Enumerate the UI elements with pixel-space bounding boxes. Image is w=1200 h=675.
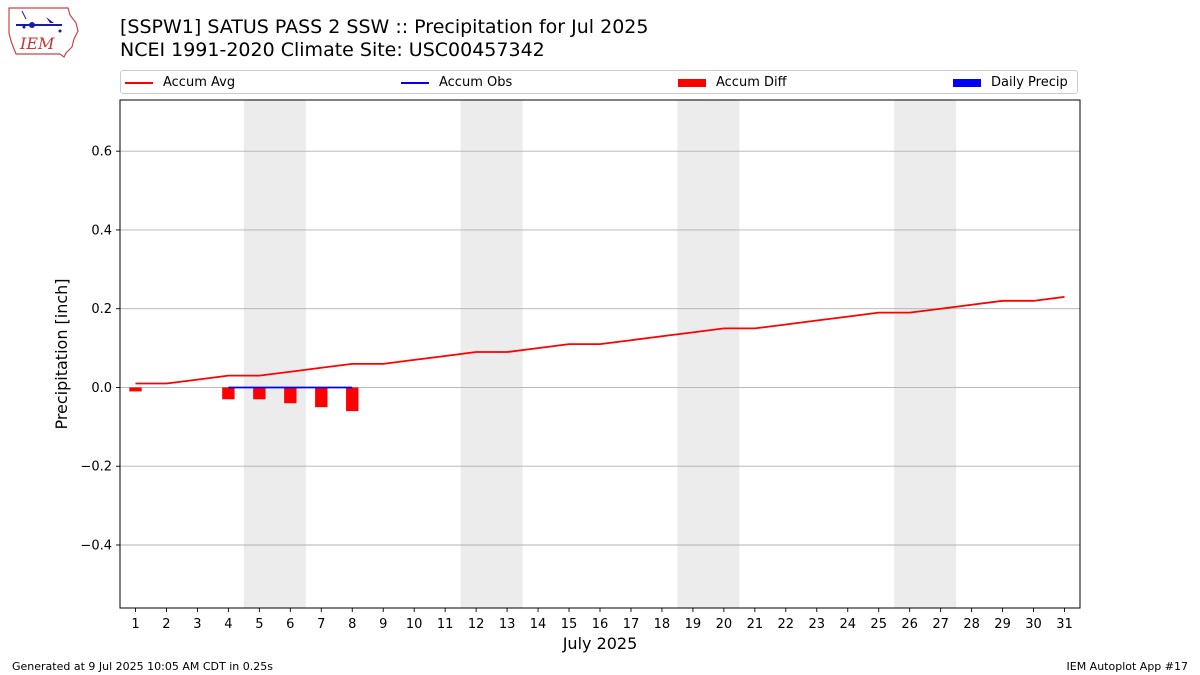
svg-text:IEM: IEM [19,34,55,53]
x-tick-label: 7 [317,617,325,632]
legend-label-accum-avg: Accum Avg [163,75,236,90]
x-tick-label: 31 [1056,617,1073,632]
legend-label-daily-precip: Daily Precip [991,75,1068,90]
x-tick-label: 29 [994,617,1011,632]
x-tick-label: 19 [685,617,702,632]
x-tick-label: 18 [654,617,671,632]
weekend-band-0 [243,100,306,608]
weekend-band-3 [894,100,957,608]
x-axis-label: July 2025 [562,634,638,653]
weekend-band-2 [677,100,740,608]
x-tick-label: 11 [437,617,454,632]
x-tick-label: 20 [716,617,733,632]
accum-diff-bar [129,387,142,392]
y-tick-label: −0.4 [80,538,112,553]
generated-timestamp: Generated at 9 Jul 2025 10:05 AM CDT in … [12,660,273,673]
legend-swatch-accum-obs [401,82,429,84]
chart-legend: Accum Avg Accum Obs Accum Diff Daily Pre… [120,70,1078,94]
weekend-band-1 [460,100,523,608]
y-tick-label: −0.2 [80,460,112,475]
x-tick-label: 28 [963,617,980,632]
y-tick-label: 0.4 [91,223,112,238]
chart-title: [SSPW1] SATUS PASS 2 SSW :: Precipitatio… [120,16,649,38]
accum-diff-bar [222,387,235,400]
iowa-state-outline-icon: IEM [8,7,79,58]
x-tick-label: 12 [468,617,485,632]
x-tick-label: 8 [348,617,356,632]
legend-label-accum-obs: Accum Obs [439,75,513,90]
x-tick-label: 2 [162,617,170,632]
x-tick-label: 9 [379,617,387,632]
x-tick-label: 10 [406,617,423,632]
accum-avg-line [135,296,1065,385]
x-tick-label: 24 [839,617,856,632]
legend-swatch-accum-avg [125,82,153,84]
x-tick-label: 25 [870,617,887,632]
autoplot-credit: IEM Autoplot App #17 [1066,660,1189,673]
x-tick-label: 21 [747,617,764,632]
iem-logo: IEM [6,5,82,63]
accum-diff-bar [315,387,328,408]
x-tick-label: 26 [901,617,918,632]
legend-label-accum-diff: Accum Diff [716,75,787,90]
x-tick-label: 23 [809,617,826,632]
x-tick-label: 16 [592,617,609,632]
legend-swatch-daily-precip [953,79,981,87]
x-tick-label: 3 [193,617,201,632]
x-tick-label: 6 [286,617,294,632]
x-tick-label: 22 [778,617,795,632]
legend-swatch-accum-diff [678,79,706,87]
x-tick-label: 30 [1025,617,1042,632]
accum-diff-bar [253,387,266,400]
x-tick-label: 17 [623,617,640,632]
x-tick-label: 27 [932,617,949,632]
x-tick-label: 15 [561,617,578,632]
accum-diff-bar [346,387,359,412]
y-tick-label: 0.0 [91,381,112,396]
chart-subtitle: NCEI 1991-2020 Climate Site: USC00457342 [120,39,545,61]
x-tick-label: 5 [255,617,263,632]
y-tick-label: 0.2 [91,302,112,317]
x-tick-label: 14 [530,617,547,632]
y-axis-label: Precipitation [inch] [52,278,71,429]
x-tick-label: 4 [224,617,232,632]
accum-diff-bar [284,387,297,404]
y-tick-label: 0.6 [91,145,112,160]
x-tick-label: 1 [131,617,139,632]
x-tick-label: 13 [499,617,516,632]
plot-frame [119,99,1081,609]
